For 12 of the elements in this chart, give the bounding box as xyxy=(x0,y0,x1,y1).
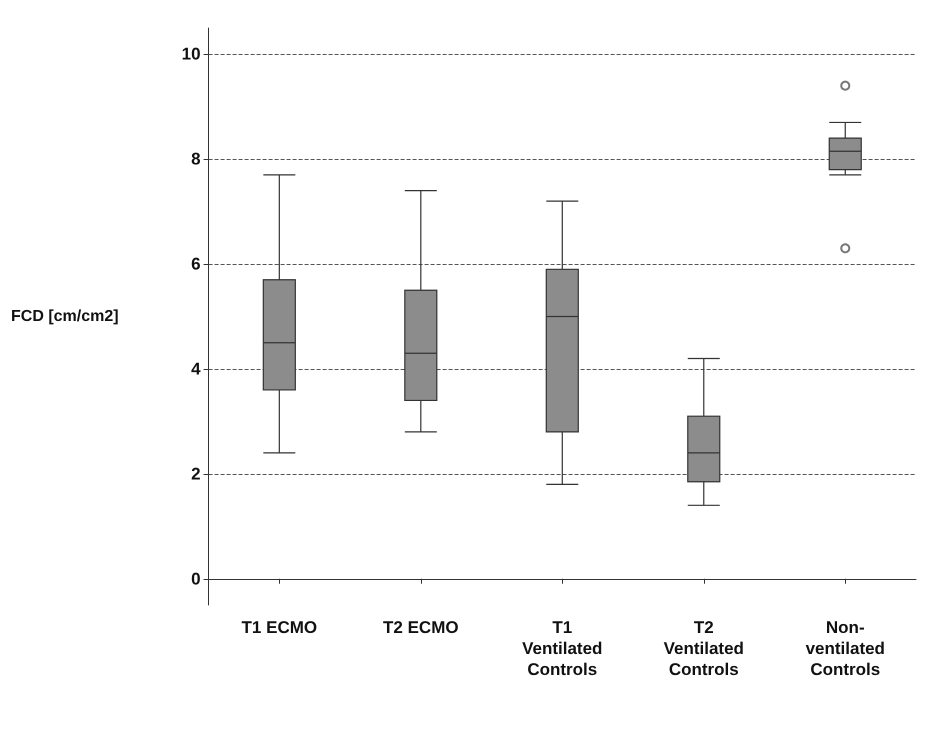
x-tick-label: T2 ECMO xyxy=(383,618,459,637)
y-tick-label: 10 xyxy=(182,44,201,64)
y-axis-title: FCD [cm/cm2] xyxy=(11,308,119,325)
x-tick-label: Non- ventilated Controls xyxy=(806,618,885,679)
y-tick-label: 4 xyxy=(191,359,202,378)
y-tick-label: 2 xyxy=(191,464,201,484)
x-tick-label: T1 ECMO xyxy=(242,618,318,637)
x-tick-label: T2 Ventilated Controls xyxy=(664,618,744,679)
y-tick-label: 6 xyxy=(191,254,201,274)
y-tick-label: 0 xyxy=(191,569,201,588)
x-tick-label: T1 Ventilated Controls xyxy=(522,618,602,679)
y-tick-label: 8 xyxy=(191,150,201,169)
